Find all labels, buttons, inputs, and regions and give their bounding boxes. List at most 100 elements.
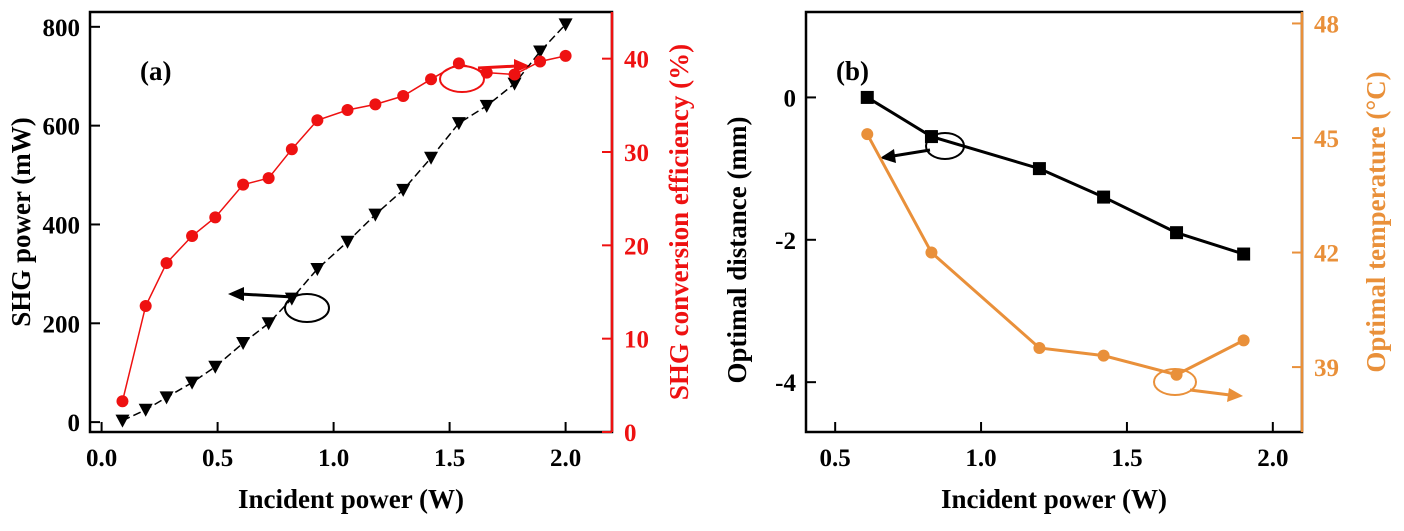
data-point (425, 73, 438, 86)
right-y-tick-label: 39 (1314, 355, 1339, 382)
data-point (924, 130, 938, 144)
arrow-left-head-icon (228, 287, 244, 301)
arrow-right-head-icon (514, 59, 530, 73)
data-point (925, 246, 938, 259)
arrow-right-head-icon (1227, 388, 1243, 402)
data-point (236, 337, 251, 351)
data-point (452, 57, 465, 70)
data-point (285, 143, 298, 156)
data-point (284, 292, 299, 306)
left-y-tick-label: 400 (43, 212, 81, 239)
data-point (115, 414, 130, 428)
x-tick-label: 1.0 (965, 445, 996, 472)
data-point (262, 172, 275, 185)
data-point (311, 114, 324, 127)
data-point (369, 98, 382, 111)
panel-a-chart: 0.0 0.5 1.0 1.5 2.0 0 200 400 600 800 0 10 20 30 40 (a… (6, 10, 694, 514)
panel-b-series (860, 90, 1251, 381)
data-point (139, 300, 152, 312)
data-point (237, 178, 250, 191)
x-tick-label: 1.0 (318, 445, 349, 472)
data-point (451, 117, 466, 131)
data-point (160, 257, 173, 270)
arrow-left-distance (892, 148, 931, 158)
data-point (310, 262, 325, 276)
arrow-right-temperature (1189, 388, 1231, 397)
data-point (480, 66, 493, 79)
right-y-tick-label: 45 (1314, 126, 1339, 153)
data-point (1097, 349, 1110, 362)
data-point (1237, 334, 1250, 347)
data-point (558, 18, 573, 32)
left-y-tick-label: 0 (68, 410, 81, 437)
arrow-left-shg-power (239, 292, 294, 299)
data-point (209, 211, 222, 224)
right-y-tick-label: 48 (1314, 11, 1339, 38)
right-y-tick-label: 40 (624, 47, 649, 74)
data-point (533, 45, 548, 59)
data-point (341, 104, 354, 116)
left-y-tick-label: -2 (775, 228, 796, 255)
data-point (1170, 368, 1183, 381)
data-point (116, 395, 129, 408)
right-y-tick-label: 0 (624, 420, 637, 447)
data-point (1097, 190, 1111, 204)
data-point (534, 55, 547, 68)
x-tick-label: 0.5 (820, 445, 851, 472)
data-point (397, 90, 410, 102)
series-line-optimal-temperature (865, 133, 1245, 377)
data-point (340, 235, 355, 249)
x-tick-label: 2.0 (550, 445, 581, 472)
panel-a-x-axis-label: Incident power (W) (238, 484, 464, 514)
panel-b-annotations (880, 132, 1243, 402)
panel-b-right-axis-label: Optimal temperature (°C) (1361, 71, 1391, 372)
data-point (261, 317, 276, 331)
x-tick-label: 0.0 (86, 445, 117, 472)
data-point (508, 68, 521, 81)
data-point (424, 151, 439, 165)
right-y-tick-label: 10 (624, 327, 649, 354)
panel-b-chart: 0.5 1.0 1.5 2.0 -4 -2 0 39 42 45 48 (b) Incident p… (722, 10, 1391, 514)
data-point (479, 99, 494, 113)
data-point (507, 77, 522, 91)
data-point (1033, 342, 1046, 354)
data-point (159, 391, 174, 405)
left-y-tick-label: 200 (43, 311, 81, 338)
panel-b-x-axis-label: Incident power (W) (941, 484, 1167, 514)
panel-a-annotations (228, 59, 530, 323)
panel-a-left-axis-label: SHG power (mW) (6, 117, 36, 327)
data-point (1170, 226, 1184, 240)
panel-a-series (115, 18, 573, 428)
panel-b-ticks: 0.5 1.0 1.5 2.0 -4 -2 0 39 42 45 48 (775, 11, 1339, 472)
data-point (861, 128, 874, 141)
panel-b-label: (b) (836, 56, 869, 86)
data-point (1032, 162, 1046, 176)
panel-a-label: (a) (140, 56, 171, 86)
right-y-tick-label: 30 (624, 140, 649, 167)
panel-b-plot-frame (804, 10, 1304, 434)
right-y-tick-label: 42 (1314, 241, 1339, 268)
series-line-shg-power (122, 23, 567, 422)
data-point (186, 230, 199, 242)
data-point (185, 376, 200, 390)
arrow-left-head-icon (880, 149, 896, 163)
x-tick-label: 2.0 (1257, 445, 1288, 472)
data-point (368, 208, 383, 222)
panel-a-right-axis-label: SHG conversion efficiency (%) (664, 44, 694, 400)
right-y-tick-label: 20 (624, 233, 649, 260)
left-y-tick-label: -4 (775, 370, 796, 397)
series-line-optimal-distance (866, 96, 1245, 256)
x-tick-label: 0.5 (202, 445, 233, 472)
x-tick-label: 1.5 (1111, 445, 1142, 472)
panel-b-left-axis-label: Optimal distance (mm) (722, 117, 752, 384)
circle-annotation-shg-power (284, 293, 330, 323)
data-point (559, 49, 572, 62)
data-point (396, 183, 411, 197)
left-y-tick-label: 0 (784, 85, 797, 112)
data-point (208, 360, 223, 374)
data-point (1237, 247, 1251, 261)
left-y-tick-label: 600 (43, 114, 81, 141)
left-y-tick-label: 800 (43, 15, 81, 42)
data-point (138, 403, 153, 417)
